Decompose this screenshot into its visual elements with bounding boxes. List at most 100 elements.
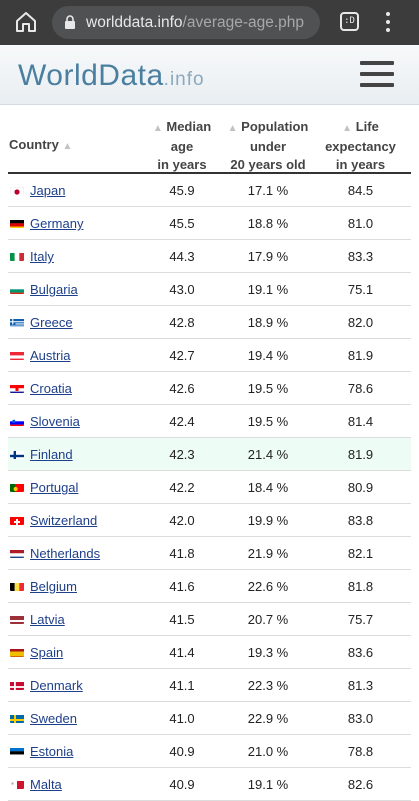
country-link[interactable]: Malta bbox=[30, 777, 62, 792]
life-expectancy-cell: 82.6 bbox=[347, 777, 374, 792]
median-age-cell: 42.8 bbox=[169, 315, 195, 330]
table-row: Spain 41.4 19.3 % 83.6 bbox=[8, 636, 411, 669]
column-header-median-age[interactable]: ▲ Median age in years bbox=[152, 119, 212, 172]
table-header: Country ▲︎ ▲ Median age in years ▲ Popul… bbox=[8, 112, 411, 174]
table-row: Croatia 42.6 19.5 % 78.6 bbox=[8, 372, 411, 405]
lock-icon bbox=[65, 15, 75, 29]
table-row: Italy 44.3 17.9 % 83.3 bbox=[8, 240, 411, 273]
median-age-cell: 43.0 bbox=[169, 282, 195, 297]
column-header-country[interactable]: Country ▲︎ bbox=[9, 137, 73, 152]
country-link[interactable]: Switzerland bbox=[30, 513, 98, 528]
country-link[interactable]: Finland bbox=[30, 447, 73, 462]
flag-denmark-icon bbox=[10, 680, 24, 690]
column-header-life-expectancy[interactable]: ▲ Life expectancy in years bbox=[325, 119, 396, 172]
flag-spain-icon bbox=[10, 647, 24, 657]
flag-bulgaria-icon bbox=[10, 284, 24, 294]
life-expectancy-cell: 81.8 bbox=[347, 579, 374, 594]
country-link[interactable]: Greece bbox=[30, 315, 73, 330]
median-age-cell: 42.3 bbox=[169, 447, 195, 462]
country-link[interactable]: Latvia bbox=[30, 612, 65, 627]
table-row: Portugal 42.2 18.4 % 80.9 bbox=[8, 471, 411, 504]
population-under-20-cell: 19.1 % bbox=[247, 282, 289, 297]
table-row: Germany 45.5 18.8 % 81.0 bbox=[8, 207, 411, 240]
url-path: /average-age.php bbox=[182, 14, 305, 31]
flag-sweden-icon bbox=[10, 713, 24, 723]
address-bar[interactable]: worlddata.info/average-age.php bbox=[52, 6, 320, 39]
life-expectancy-cell: 78.8 bbox=[347, 744, 374, 759]
table-row: Bulgaria 43.0 19.1 % 75.1 bbox=[8, 273, 411, 306]
population-under-20-cell: 21.4 % bbox=[247, 447, 289, 462]
flag-finland-icon bbox=[10, 449, 24, 459]
flag-malta-icon bbox=[10, 779, 24, 789]
country-link[interactable]: Croatia bbox=[30, 381, 72, 396]
median-age-cell: 41.0 bbox=[169, 711, 195, 726]
population-under-20-cell: 20.7 % bbox=[247, 612, 289, 627]
logo-main: WorldData bbox=[18, 59, 164, 92]
home-icon[interactable] bbox=[14, 10, 38, 34]
country-link[interactable]: Austria bbox=[30, 348, 71, 363]
flag-germany-icon bbox=[10, 218, 24, 228]
life-expectancy-cell: 83.3 bbox=[347, 249, 374, 264]
population-under-20-cell: 18.8 % bbox=[247, 216, 289, 231]
country-link[interactable]: Germany bbox=[30, 216, 84, 231]
population-under-20-cell: 19.5 % bbox=[247, 414, 289, 429]
flag-belgium-icon bbox=[10, 581, 24, 591]
url-host: worlddata.info bbox=[86, 14, 183, 31]
median-age-cell: 41.8 bbox=[169, 546, 195, 561]
country-link[interactable]: Sweden bbox=[30, 711, 77, 726]
table-row: Latvia 41.5 20.7 % 75.7 bbox=[8, 603, 411, 636]
life-expectancy-cell: 83.0 bbox=[347, 711, 374, 726]
table-row: Sweden 41.0 22.9 % 83.0 bbox=[8, 702, 411, 735]
flag-switzerland-icon bbox=[10, 515, 24, 525]
flag-latvia-icon bbox=[10, 614, 24, 624]
median-age-cell: 40.9 bbox=[169, 744, 195, 759]
table-row: Malta 40.9 19.1 % 82.6 bbox=[8, 768, 411, 801]
country-link[interactable]: Estonia bbox=[30, 744, 74, 759]
country-link[interactable]: Bulgaria bbox=[30, 282, 78, 297]
median-age-cell: 41.5 bbox=[169, 612, 195, 627]
flag-japan-icon bbox=[10, 185, 24, 195]
life-expectancy-cell: 81.4 bbox=[347, 414, 374, 429]
life-expectancy-cell: 82.1 bbox=[347, 546, 374, 561]
population-under-20-cell: 19.9 % bbox=[247, 513, 289, 528]
country-link[interactable]: Portugal bbox=[30, 480, 79, 495]
population-under-20-cell: 22.9 % bbox=[247, 711, 289, 726]
more-options-icon[interactable] bbox=[385, 12, 391, 34]
life-expectancy-cell: 81.9 bbox=[347, 447, 374, 462]
population-under-20-cell: 17.9 % bbox=[247, 249, 289, 264]
browser-toolbar: worlddata.info/average-age.php :D bbox=[0, 0, 419, 45]
life-expectancy-cell: 81.9 bbox=[347, 348, 374, 363]
life-expectancy-cell: 83.8 bbox=[347, 513, 374, 528]
table-row: Estonia 40.9 21.0 % 78.8 bbox=[8, 735, 411, 768]
median-age-cell: 42.6 bbox=[169, 381, 195, 396]
country-link[interactable]: Japan bbox=[30, 183, 66, 198]
flag-italy-icon bbox=[10, 251, 24, 261]
country-link[interactable]: Denmark bbox=[30, 678, 83, 693]
site-logo[interactable]: WorldData.info bbox=[18, 59, 205, 93]
table-row: Belgium 41.6 22.6 % 81.8 bbox=[8, 570, 411, 603]
median-age-cell: 42.7 bbox=[169, 348, 195, 363]
country-link[interactable]: Netherlands bbox=[30, 546, 101, 561]
median-age-cell: 45.5 bbox=[169, 216, 195, 231]
hamburger-menu-icon[interactable] bbox=[360, 61, 394, 88]
sort-icon: ▲ bbox=[227, 123, 238, 134]
life-expectancy-cell: 84.5 bbox=[347, 183, 374, 198]
population-under-20-cell: 17.1 % bbox=[247, 183, 289, 198]
table-row: Finland 42.3 21.4 % 81.9 bbox=[8, 438, 411, 471]
country-link[interactable]: Slovenia bbox=[30, 414, 80, 429]
table-body: Japan 45.9 17.1 % 84.5 Germany 45.5 18.8 % 81.0… bbox=[8, 174, 411, 801]
population-under-20-cell: 19.1 % bbox=[247, 777, 289, 792]
tab-switcher-button[interactable]: :D bbox=[340, 12, 359, 31]
median-age-cell: 41.6 bbox=[169, 579, 195, 594]
country-link[interactable]: Belgium bbox=[30, 579, 77, 594]
table-row: Slovenia 42.4 19.5 % 81.4 bbox=[8, 405, 411, 438]
life-expectancy-cell: 81.0 bbox=[347, 216, 374, 231]
flag-portugal-icon bbox=[10, 482, 24, 492]
column-header-population-under-20[interactable]: ▲ Population under 20 years old bbox=[227, 119, 309, 172]
population-under-20-cell: 21.9 % bbox=[247, 546, 289, 561]
country-link[interactable]: Italy bbox=[30, 249, 54, 264]
site-header: WorldData.info bbox=[0, 45, 419, 105]
life-expectancy-cell: 78.6 bbox=[347, 381, 374, 396]
country-link[interactable]: Spain bbox=[30, 645, 64, 660]
population-under-20-cell: 18.9 % bbox=[247, 315, 289, 330]
